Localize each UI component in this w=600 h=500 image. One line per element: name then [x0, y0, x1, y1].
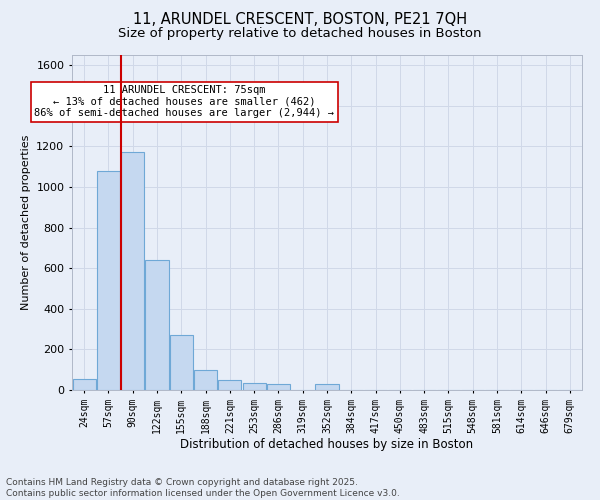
- Bar: [242, 383, 266, 390]
- X-axis label: Distribution of detached houses by size in Boston: Distribution of detached houses by size …: [181, 438, 473, 452]
- Text: 11, ARUNDEL CRESCENT, BOSTON, PE21 7QH: 11, ARUNDEL CRESCENT, BOSTON, PE21 7QH: [133, 12, 467, 28]
- Bar: [97, 170, 120, 390]
- Bar: [194, 370, 217, 390]
- Bar: [316, 384, 338, 390]
- Y-axis label: Number of detached properties: Number of detached properties: [20, 135, 31, 310]
- Bar: [145, 260, 169, 390]
- Text: Size of property relative to detached houses in Boston: Size of property relative to detached ho…: [118, 28, 482, 40]
- Text: 11 ARUNDEL CRESCENT: 75sqm
← 13% of detached houses are smaller (462)
86% of sem: 11 ARUNDEL CRESCENT: 75sqm ← 13% of deta…: [34, 85, 334, 118]
- Bar: [73, 379, 95, 390]
- Text: Contains HM Land Registry data © Crown copyright and database right 2025.
Contai: Contains HM Land Registry data © Crown c…: [6, 478, 400, 498]
- Bar: [121, 152, 144, 390]
- Bar: [267, 384, 290, 390]
- Bar: [218, 380, 241, 390]
- Bar: [170, 335, 193, 390]
